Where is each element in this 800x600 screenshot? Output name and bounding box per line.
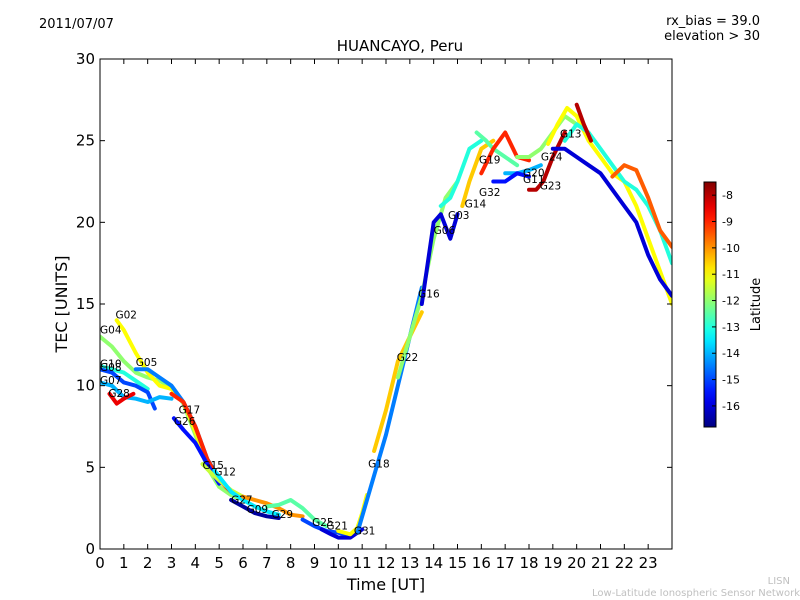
sat-label-g14: G14: [465, 199, 487, 211]
x-tick-label: 3: [167, 554, 177, 572]
x-tick-label: 13: [400, 554, 419, 572]
series-line-g03: [438, 138, 484, 208]
rx-bias-label: rx_bias = 39.0: [666, 14, 760, 29]
series-line-g01: [550, 146, 672, 298]
y-tick-label: 15: [76, 295, 95, 313]
series-line-g11: [491, 171, 531, 184]
sat-label-g17: G17: [179, 404, 201, 416]
sat-label-g08: G08: [100, 362, 122, 374]
x-tick-label: 1: [119, 554, 129, 572]
y-tick-label: 5: [85, 458, 95, 476]
series-line-g21: [319, 527, 365, 540]
sat-label-g18: G18: [368, 458, 390, 470]
sat-label-g10: G10: [100, 359, 122, 371]
series-line-g07: [100, 380, 174, 404]
series-line-g07b: [574, 102, 593, 143]
series-line-g12: [212, 468, 281, 517]
x-tick-label: 17: [496, 554, 515, 572]
series-line-g28: [107, 391, 136, 406]
y-tick-label: 10: [76, 377, 95, 395]
y-tick-label: 20: [76, 213, 95, 231]
sat-label-g02: G02: [115, 310, 137, 322]
sat-label-g05: G05: [136, 357, 158, 369]
x-tick-label: 9: [310, 554, 320, 572]
sat-label-g26: G26: [174, 416, 196, 428]
x-tick-label: 20: [567, 554, 586, 572]
x-tick-label: 19: [543, 554, 562, 572]
x-tick-label: 22: [615, 554, 634, 572]
y-tick-label: 0: [85, 540, 95, 558]
sat-label-g07: G07: [100, 375, 122, 387]
series-line-g24: [515, 114, 579, 159]
elevation-label: elevation > 30: [664, 29, 760, 44]
x-tick-label: 16: [472, 554, 491, 572]
series-line-g27: [229, 498, 281, 520]
x-axis-label: Time [UT]: [346, 575, 425, 594]
series-line-g26b: [610, 163, 672, 249]
x-tick-label: 18: [519, 554, 538, 572]
x-tick-label: 8: [286, 554, 296, 572]
sat-label-g09: G09: [247, 504, 269, 516]
sat-label-g21: G21: [326, 520, 348, 532]
y-axis-label: TEC [UNITS]: [52, 256, 71, 354]
sat-label-g22: G22: [397, 352, 419, 364]
sat-label-g25: G25: [312, 517, 334, 529]
y-tick-label: 25: [76, 132, 95, 150]
sat-label-g16: G16: [418, 288, 440, 300]
sat-label-g19: G19: [479, 155, 501, 167]
colorbar-tick-label: -12: [722, 295, 740, 308]
colorbar-tick-label: -8: [722, 189, 733, 202]
sat-label-g23: G23: [540, 181, 562, 193]
colorbar-tick-label: -15: [722, 374, 740, 387]
series-line-g20: [503, 163, 543, 176]
colorbar-tick-label: -9: [722, 216, 733, 229]
sat-label-g12: G12: [214, 467, 236, 479]
sat-label-g24: G24: [541, 151, 563, 163]
x-tick-label: 4: [191, 554, 201, 572]
colorbar-tick-label: -16: [722, 400, 740, 413]
sat-label-g03: G03: [448, 210, 470, 222]
x-tick-label: 6: [238, 554, 248, 572]
series-line-g29: [264, 498, 329, 529]
sat-label-g15: G15: [202, 460, 224, 472]
x-tick-label: 15: [448, 554, 467, 572]
sat-label-g27: G27: [231, 494, 253, 506]
x-tick-label: 14: [424, 554, 443, 572]
credit-short: LISN: [767, 576, 790, 587]
series-line-g13: [546, 106, 672, 306]
x-tick-label: 7: [262, 554, 272, 572]
series-line-g08: [100, 367, 157, 411]
chart-title: HUANCAYO, Peru: [336, 37, 464, 55]
colorbar: [703, 181, 717, 428]
x-tick-label: 23: [639, 554, 658, 572]
x-tick-label: 11: [353, 554, 372, 572]
colorbar-tick-label: -11: [722, 268, 740, 281]
sat-label-g20: G20: [523, 168, 545, 180]
x-tick-label: 21: [591, 554, 610, 572]
series-line-g10: [100, 364, 150, 391]
sat-label-g04: G04: [100, 324, 122, 336]
sat-label-g28: G28: [108, 388, 130, 400]
x-tick-label: 10: [329, 554, 348, 572]
sat-label-g31: G31: [354, 525, 376, 537]
colorbar-tick-label: -14: [722, 347, 740, 360]
sat-label-g13: G13: [560, 128, 582, 140]
y-tick-label: 30: [76, 50, 95, 68]
colorbar-tick-label: -10: [722, 242, 740, 255]
plot-area: [100, 59, 672, 549]
sat-label-g11: G11: [523, 174, 545, 186]
x-tick-label: 0: [95, 554, 105, 572]
x-tick-label: 5: [214, 554, 224, 572]
sat-label-g32: G32: [479, 187, 501, 199]
sat-label-g29: G29: [272, 509, 294, 521]
date-label: 2011/07/07: [39, 17, 114, 32]
sat-label-g06: G06: [434, 225, 456, 237]
x-tick-label: 2: [143, 554, 153, 572]
colorbar-tick-label: -13: [722, 321, 740, 334]
series-line-g06: [419, 212, 460, 306]
colorbar-label: Latitude: [749, 278, 764, 332]
x-tick-label: 12: [376, 554, 395, 572]
credit-long: Low-Latitude Ionospheric Sensor Network: [592, 588, 800, 599]
